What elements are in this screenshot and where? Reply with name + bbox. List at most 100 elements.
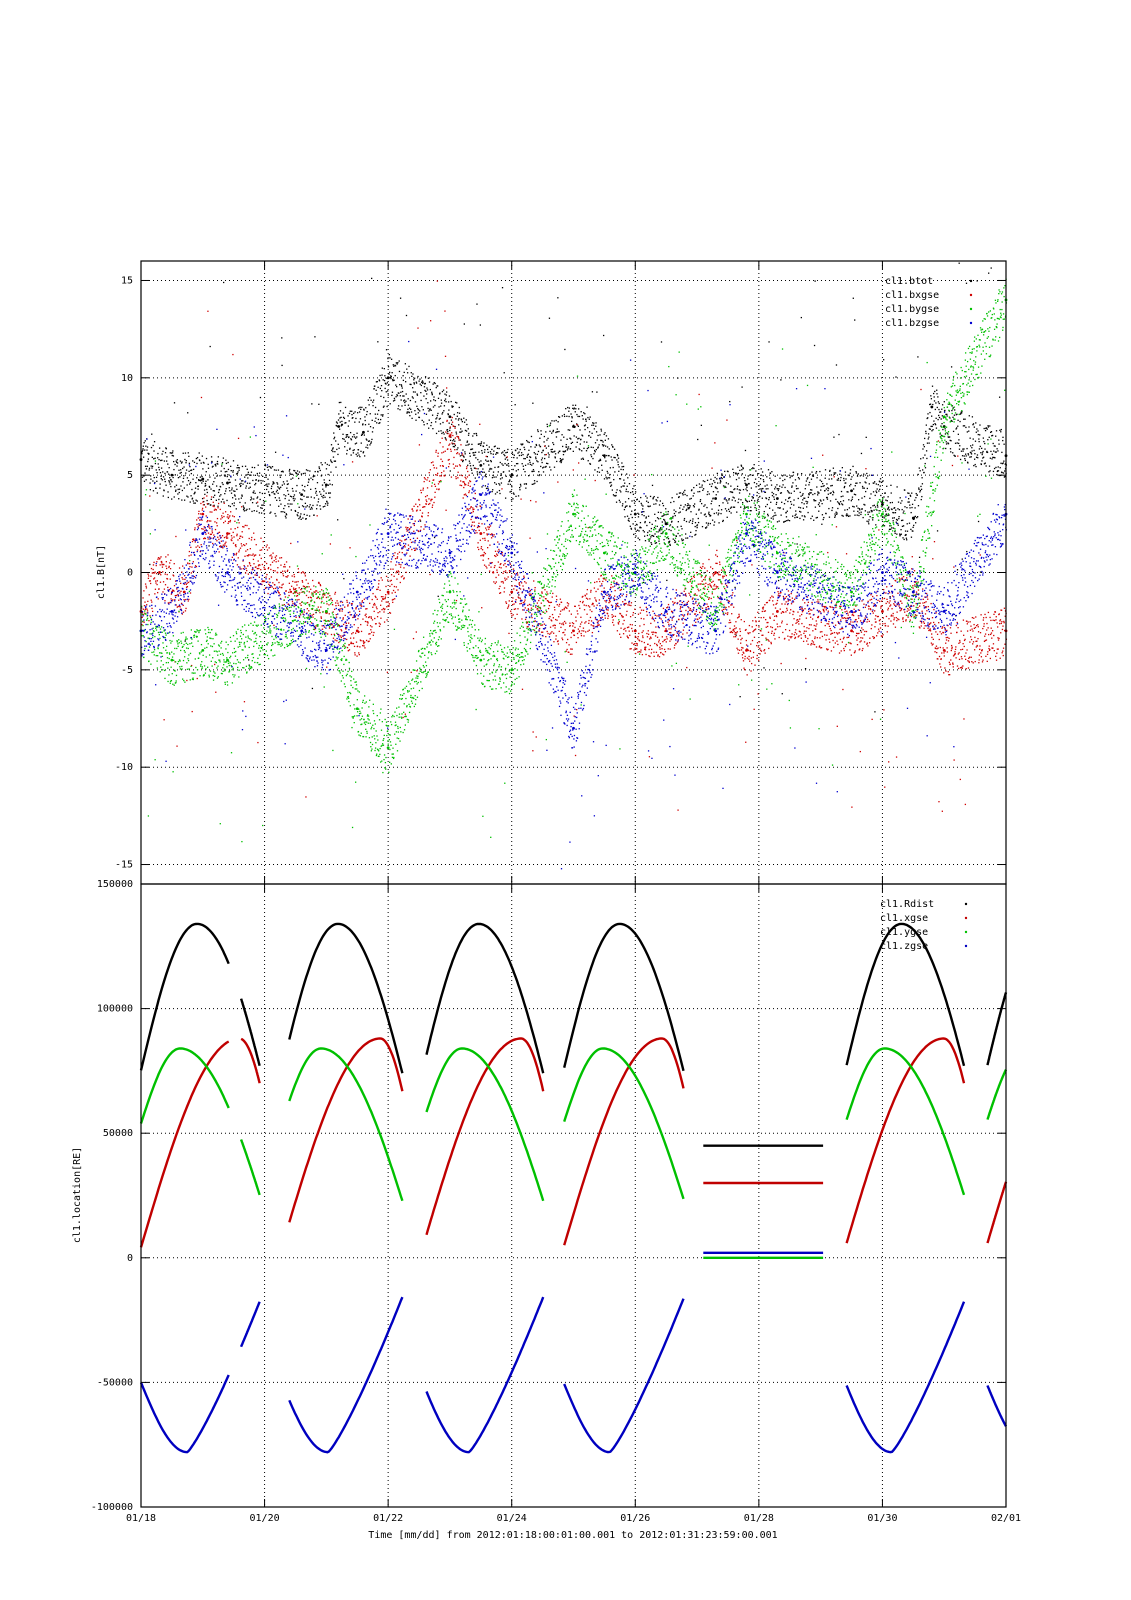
data-point bbox=[420, 384, 423, 387]
data-point bbox=[307, 496, 309, 498]
data-point bbox=[888, 528, 891, 530]
data-point bbox=[995, 430, 998, 432]
data-point bbox=[310, 488, 312, 491]
data-point bbox=[520, 599, 522, 601]
data-point bbox=[637, 613, 640, 615]
data-point bbox=[517, 468, 519, 471]
data-point bbox=[200, 396, 203, 399]
data-point bbox=[327, 484, 330, 486]
data-point bbox=[437, 412, 439, 415]
data-point bbox=[148, 453, 150, 455]
data-point bbox=[879, 478, 882, 480]
data-point bbox=[555, 419, 557, 422]
data-point bbox=[954, 442, 957, 444]
data-point bbox=[380, 617, 382, 619]
data-point bbox=[248, 537, 250, 540]
data-point bbox=[508, 604, 510, 606]
data-point bbox=[352, 642, 355, 645]
data-point bbox=[510, 575, 513, 577]
data-point bbox=[522, 588, 525, 590]
data-point bbox=[353, 645, 356, 648]
data-point bbox=[208, 503, 210, 505]
data-point bbox=[445, 387, 448, 389]
data-point bbox=[427, 515, 429, 517]
data-point bbox=[274, 451, 277, 453]
data-point bbox=[141, 476, 144, 478]
data-point bbox=[451, 432, 453, 434]
data-point bbox=[316, 482, 319, 484]
data-point bbox=[442, 431, 444, 434]
data-point bbox=[631, 630, 634, 632]
data-point bbox=[194, 529, 196, 531]
data-point bbox=[341, 424, 343, 426]
data-point bbox=[256, 497, 258, 499]
data-point bbox=[485, 529, 488, 531]
data-point bbox=[256, 501, 259, 503]
data-point bbox=[519, 603, 521, 605]
data-point bbox=[165, 448, 168, 450]
data-point bbox=[230, 465, 232, 468]
data-point bbox=[523, 575, 525, 577]
data-point bbox=[870, 493, 872, 495]
data-point bbox=[896, 519, 899, 521]
data-point bbox=[531, 464, 533, 466]
data-point bbox=[370, 616, 372, 618]
data-point bbox=[417, 505, 419, 508]
data-point bbox=[461, 454, 463, 456]
data-point bbox=[643, 623, 645, 626]
data-point bbox=[393, 585, 396, 588]
data-point bbox=[909, 504, 911, 506]
data-point bbox=[761, 491, 763, 493]
data-point bbox=[314, 470, 316, 473]
data-point bbox=[511, 473, 513, 475]
data-point bbox=[689, 505, 691, 507]
data-point bbox=[282, 511, 284, 513]
data-point bbox=[743, 477, 745, 479]
data-point bbox=[552, 429, 555, 432]
data-point bbox=[190, 664, 193, 667]
data-point bbox=[612, 466, 614, 469]
data-point bbox=[883, 525, 886, 527]
data-point bbox=[563, 620, 566, 623]
data-point bbox=[482, 445, 485, 448]
data-point bbox=[229, 519, 232, 522]
data-point bbox=[518, 454, 521, 457]
data-point bbox=[310, 506, 313, 509]
data-point bbox=[227, 468, 230, 471]
data-point bbox=[421, 512, 424, 514]
data-point bbox=[441, 437, 443, 439]
data-point bbox=[160, 560, 163, 563]
data-point bbox=[379, 604, 382, 606]
data-point bbox=[647, 515, 650, 517]
data-point bbox=[395, 572, 397, 574]
data-point bbox=[548, 605, 551, 607]
data-point bbox=[182, 604, 184, 606]
data-point bbox=[864, 481, 866, 483]
data-point bbox=[892, 511, 894, 514]
data-point bbox=[205, 471, 207, 473]
data-point bbox=[706, 479, 709, 481]
data-point bbox=[688, 506, 691, 509]
data-point bbox=[447, 430, 449, 433]
data-point bbox=[146, 604, 148, 606]
data-point bbox=[192, 538, 195, 540]
data-point bbox=[206, 503, 209, 505]
data-point bbox=[455, 476, 457, 478]
data-point bbox=[227, 522, 229, 525]
data-point bbox=[602, 445, 605, 447]
data-point bbox=[334, 639, 336, 641]
data-point bbox=[415, 547, 417, 549]
data-point bbox=[843, 477, 845, 480]
data-point bbox=[677, 521, 679, 523]
data-point bbox=[667, 523, 669, 525]
data-point bbox=[634, 512, 637, 515]
data-point bbox=[275, 515, 277, 517]
data-point bbox=[364, 620, 367, 623]
data-point bbox=[881, 501, 883, 504]
data-point bbox=[764, 485, 766, 487]
data-point bbox=[206, 488, 208, 491]
data-point bbox=[757, 473, 759, 475]
data-point bbox=[692, 520, 694, 522]
data-point bbox=[471, 472, 473, 474]
data-point bbox=[604, 432, 606, 434]
